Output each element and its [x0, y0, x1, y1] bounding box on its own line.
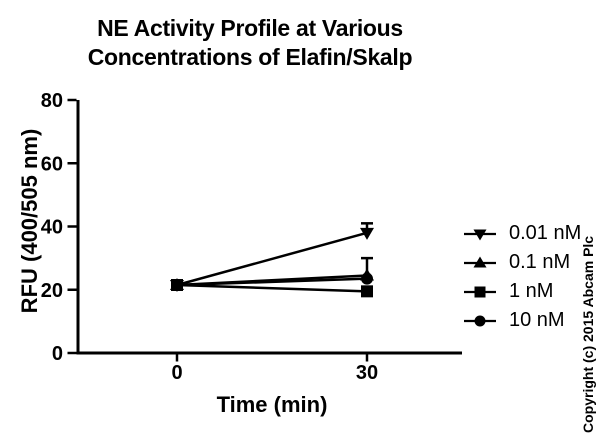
series-line-10-nM [176, 277, 368, 287]
legend-label: 10 nM [509, 309, 565, 331]
legend-item-1nM: 1 nM [463, 277, 581, 306]
legend-item-0.1nM: 0.1 nM [463, 248, 581, 277]
legend: 0.01 nM 0.1 nM 1 nM 10 nM [463, 219, 581, 335]
legend-label: 0.1 nM [509, 251, 571, 273]
circle-marker-icon [474, 315, 486, 326]
triangle-up-marker-icon [473, 256, 487, 267]
series-line-1-nM [176, 283, 368, 293]
chart-title: NE Activity Profile at Various Concentra… [55, 14, 445, 72]
triangle-down-marker-icon [360, 227, 374, 240]
legend-square-icon [464, 286, 496, 297]
chart-title-line2: Concentrations of Elafin/Skalp [87, 44, 413, 70]
circle-marker-icon [171, 279, 183, 292]
legend-item-10nM: 10 nM [463, 306, 581, 335]
circle-marker-icon [361, 272, 373, 285]
x-tick-label: 30 [356, 362, 378, 384]
legend-label: 1 nM [509, 280, 554, 302]
y-tick-label: 80 [41, 90, 63, 112]
triangle-down-marker-icon [473, 229, 487, 240]
y-tick-label: 0 [52, 343, 63, 365]
legend-item-0.01nM: 0.01 nM [463, 219, 581, 248]
square-marker-icon [361, 285, 373, 298]
legend-triangle-up-icon [464, 256, 496, 267]
x-tick-label: 0 [171, 362, 182, 384]
legend-label: 0.01 nM [509, 222, 582, 244]
y-tick-label: 40 [41, 217, 63, 239]
legend-circle-icon [464, 315, 496, 326]
y-tick-label: 20 [41, 280, 63, 302]
series-line-0.01-nM [176, 231, 368, 287]
chart-title-line1: NE Activity Profile at Various [97, 15, 403, 41]
legend-triangle-down-icon [464, 229, 496, 240]
square-marker-icon [474, 286, 486, 297]
x-axis-label: Time (min) [216, 392, 328, 417]
y-tick-label: 60 [41, 153, 63, 175]
copyright-notice: Copyright (c) 2015 Abcam Plc [580, 235, 596, 433]
